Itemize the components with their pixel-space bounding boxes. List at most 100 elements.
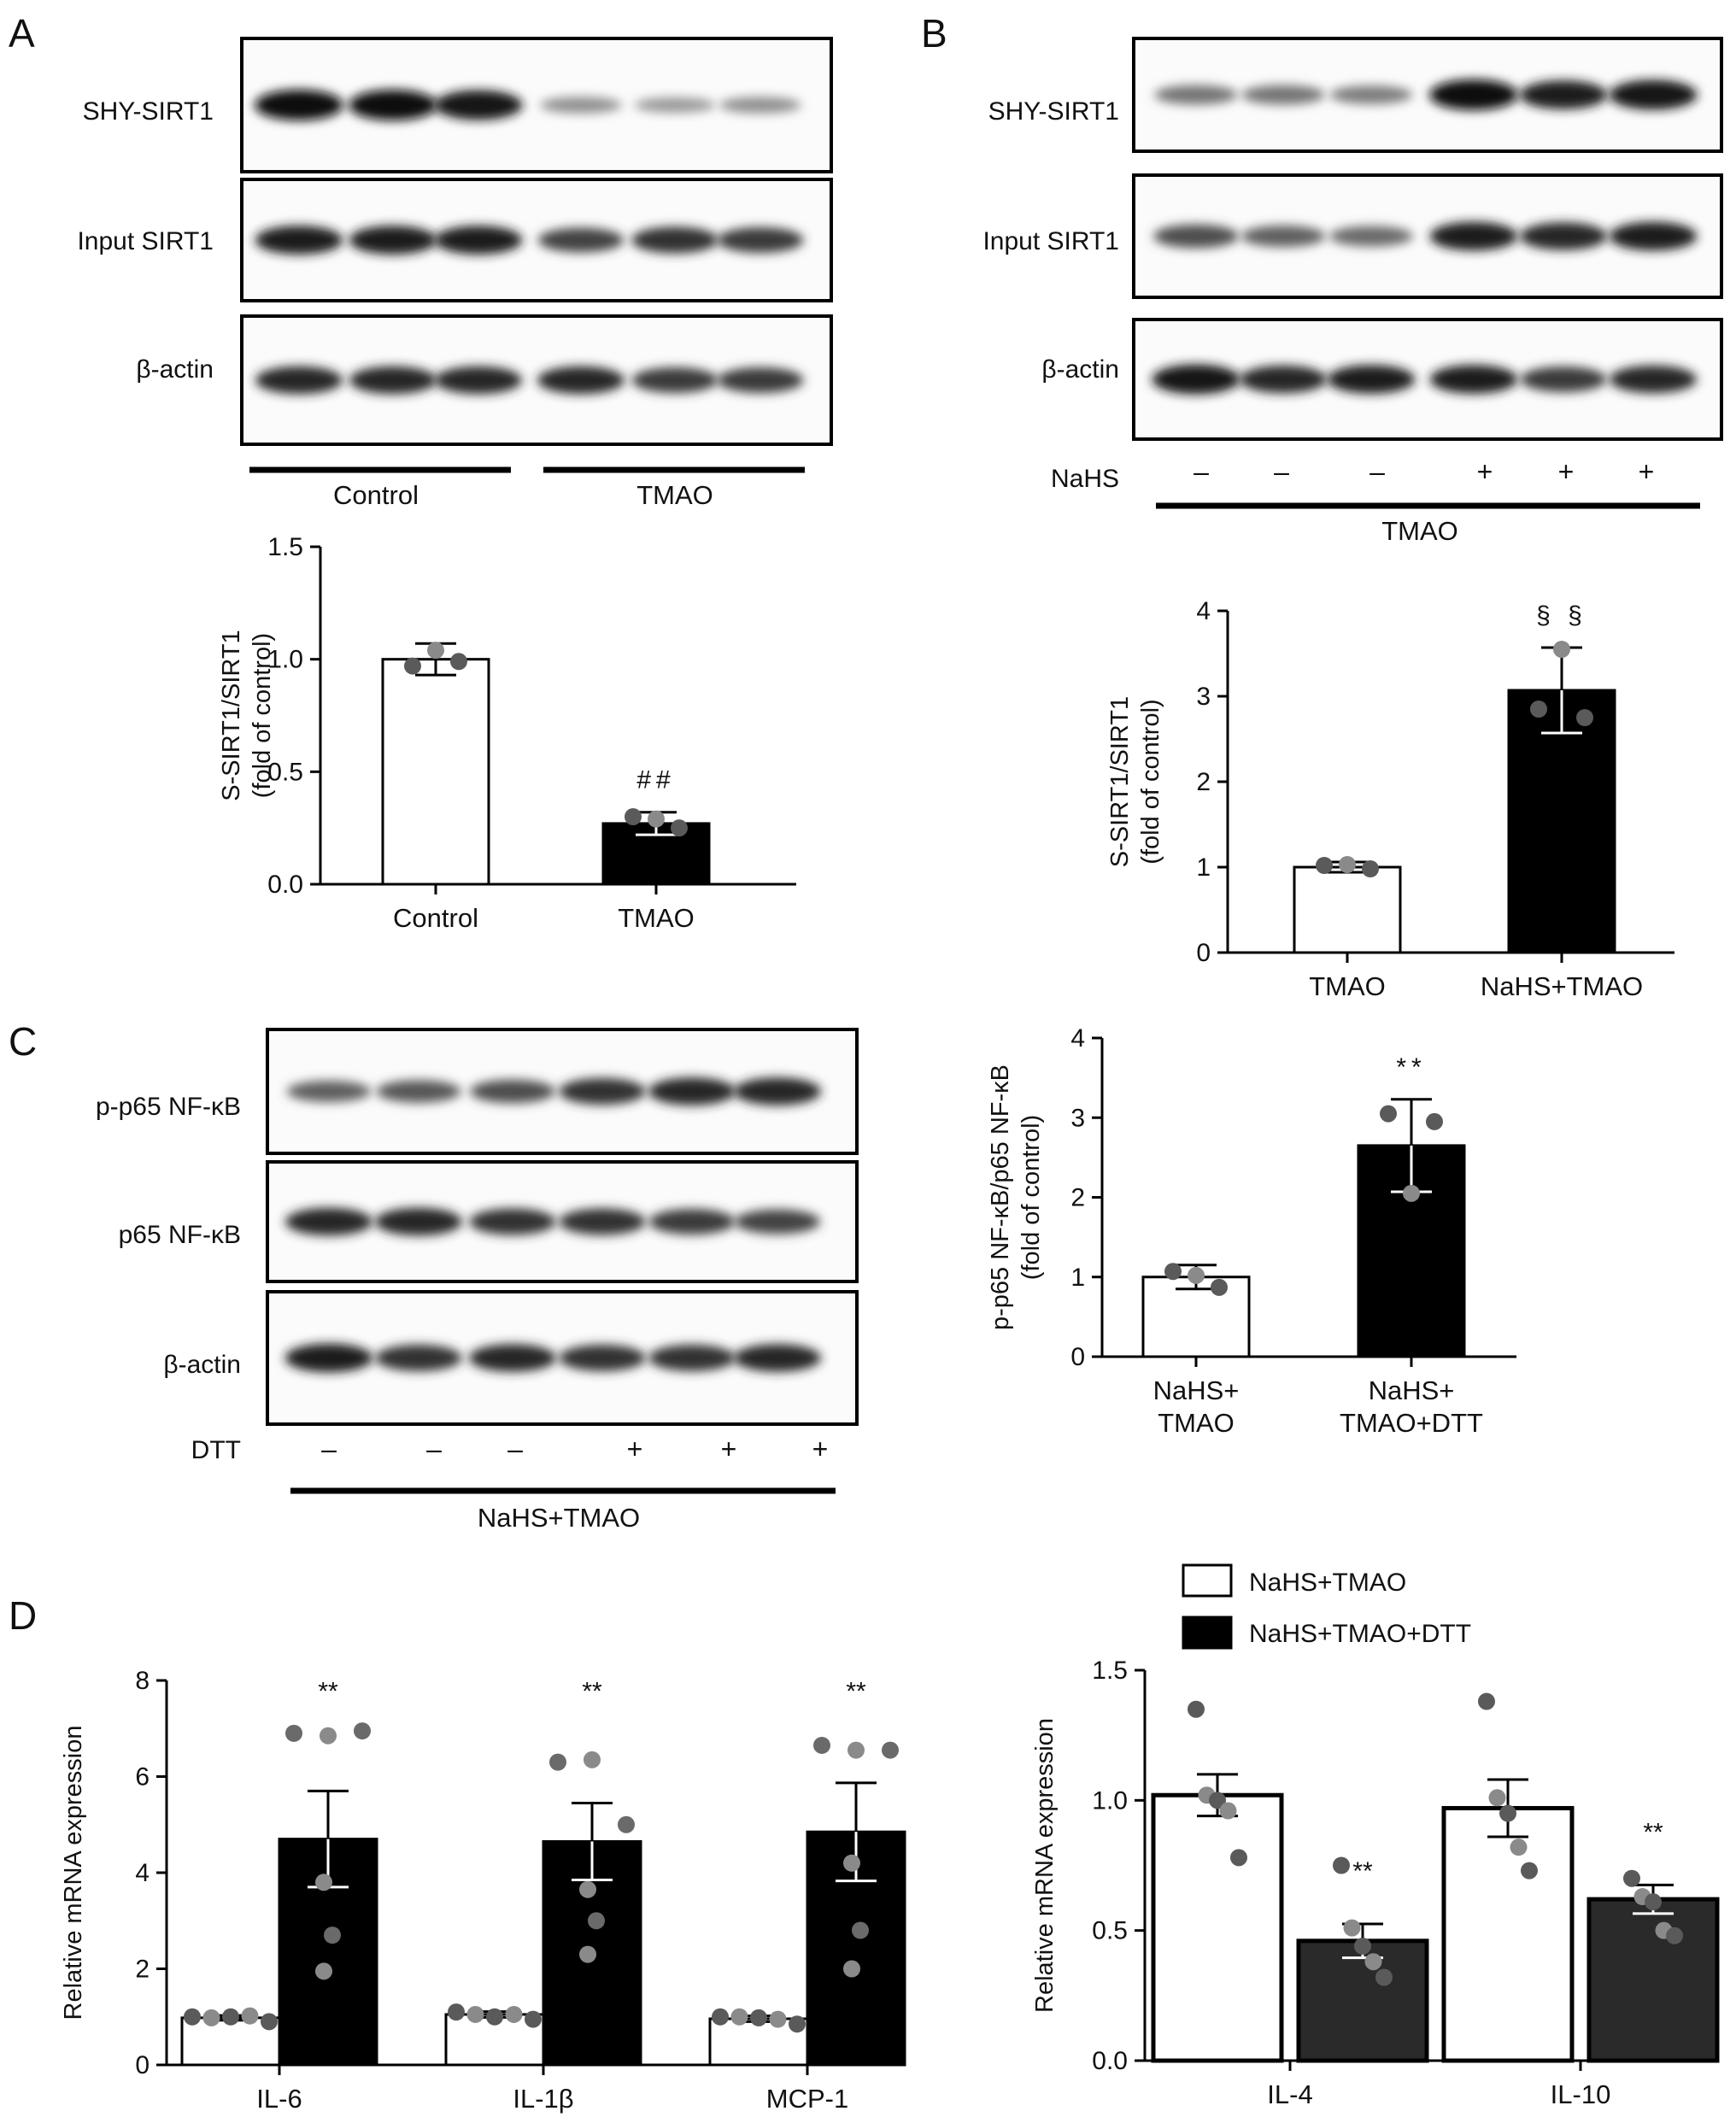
data-point <box>625 808 642 825</box>
bar <box>1151 1792 1284 2063</box>
data-point <box>1343 1919 1361 1937</box>
data-point <box>448 2003 465 2021</box>
y-tick-label: 2 <box>1070 1184 1085 1212</box>
data-point <box>1316 857 1333 874</box>
chart-a: 0.0 0.5 1.0 1.5 S-SIRT1/SIRT1 (fold of contro… <box>218 533 796 933</box>
treatment-sign: + <box>1639 456 1655 487</box>
y-tick-label: 4 <box>1196 597 1211 625</box>
blot-band <box>1240 225 1326 248</box>
data-point <box>769 2010 787 2028</box>
data-point <box>750 2009 767 2026</box>
blot-band <box>648 1077 736 1105</box>
data-point <box>1364 1953 1382 1971</box>
data-point <box>843 1960 860 1978</box>
blot-band <box>470 1079 555 1104</box>
treatment-sign: + <box>721 1434 737 1464</box>
blot-band <box>1520 367 1607 392</box>
data-point <box>1623 1869 1640 1887</box>
data-point <box>202 2009 220 2026</box>
blot-band <box>284 1343 373 1373</box>
data-point <box>486 2008 503 2026</box>
blot-band <box>648 1209 736 1235</box>
data-point <box>1499 1804 1516 1822</box>
blot-band <box>1609 79 1698 110</box>
group-label-tmao: TMAO <box>636 480 713 510</box>
panel-letter-a: A <box>9 11 35 56</box>
y-tick-label: 3 <box>1196 683 1211 711</box>
x-tick-label: IL-10 <box>1551 2079 1611 2109</box>
significance-label: ## <box>636 766 675 795</box>
x-tick-label: NaHS+TMAO <box>1481 971 1643 1001</box>
data-point <box>1211 1278 1228 1296</box>
data-point <box>648 810 665 828</box>
blot-band <box>631 367 718 393</box>
blot-band <box>537 227 625 253</box>
data-point <box>1666 1927 1683 1944</box>
blot-band <box>648 1344 736 1372</box>
data-point <box>222 2008 239 2026</box>
data-point <box>315 1874 332 1891</box>
chart-d-proinflammatory: 0 2 4 6 8 Relative mRNA expression IL-6 ** IL-1β… <box>60 1667 906 2114</box>
blot-label-shy-sirt1: SHY-SIRT1 <box>83 97 214 126</box>
data-point <box>579 1945 596 1963</box>
significance-label: ** <box>1352 1857 1373 1885</box>
data-point <box>1333 1856 1350 1874</box>
blot-band <box>349 226 437 255</box>
x-tick-label: TMAO <box>618 903 695 933</box>
data-point <box>588 1912 605 1930</box>
data-point <box>525 2010 542 2028</box>
data-point <box>1339 856 1356 873</box>
blot-band <box>255 366 343 395</box>
blot-label-beta-actin: β-actin <box>1041 355 1119 384</box>
data-point <box>324 1927 341 1944</box>
group-bar-tmao: TMAO <box>543 466 805 510</box>
x-tick-label: IL-1β <box>513 2084 573 2114</box>
data-point <box>241 2007 259 2025</box>
treatment-sign: + <box>1558 456 1575 487</box>
blot-panel-b: SHY-SIRT1 Input SIRT1 β-actin <box>982 37 1723 441</box>
blot-band <box>376 1080 461 1103</box>
x-tick-label: IL-4 <box>1267 2079 1312 2109</box>
data-point <box>505 2005 523 2023</box>
data-point <box>285 1724 302 1742</box>
bar <box>381 658 490 886</box>
data-point <box>1478 1692 1495 1710</box>
blot-band <box>733 1344 822 1372</box>
y-tick-label: 4 <box>1070 1024 1085 1053</box>
data-point <box>1354 1937 1371 1955</box>
y-axis-label: (fold of control) <box>1137 699 1164 864</box>
blot-band <box>717 367 804 393</box>
data-point <box>1219 1802 1237 1820</box>
blot-band <box>559 1344 646 1372</box>
y-axis-label: S-SIRT1/SIRT1 <box>218 630 245 801</box>
blot-band <box>540 97 622 114</box>
blot-band <box>469 1208 556 1235</box>
blot-band <box>734 1209 821 1235</box>
significance-label: ** <box>846 1678 866 1706</box>
significance-label: ** <box>1396 1053 1426 1082</box>
y-tick-label: 1 <box>1196 853 1211 882</box>
x-tick-label: IL-6 <box>256 2084 302 2114</box>
y-tick-label: 0 <box>1196 939 1211 967</box>
x-tick-label: NaHS+ <box>1369 1375 1455 1405</box>
blot-band <box>1429 365 1518 394</box>
data-point <box>1403 1184 1420 1202</box>
data-point <box>1188 1700 1205 1718</box>
y-tick-label: 0.5 <box>267 758 303 786</box>
blot-band <box>1429 221 1518 251</box>
data-point <box>843 1854 860 1872</box>
data-point <box>1426 1112 1443 1130</box>
blot-label-input-sirt1: Input SIRT1 <box>982 227 1119 255</box>
group-bar-control: Control <box>249 466 511 510</box>
x-tick-label: MCP-1 <box>766 2084 848 2114</box>
blot-band <box>284 1207 373 1236</box>
data-point <box>354 1722 371 1740</box>
y-axis-label: Relative mRNA expression <box>60 1726 87 2020</box>
blot-label-shy-sirt1: SHY-SIRT1 <box>988 97 1119 126</box>
y-tick-label: 1.5 <box>267 533 303 561</box>
data-point <box>882 1741 899 1759</box>
blot-band <box>255 226 343 255</box>
blot-panel-c: p-p65 NF-κB p65 NF-κB β-actin <box>96 1028 859 1426</box>
y-tick-label: 1.5 <box>1092 1657 1128 1685</box>
data-point <box>1380 1105 1397 1123</box>
